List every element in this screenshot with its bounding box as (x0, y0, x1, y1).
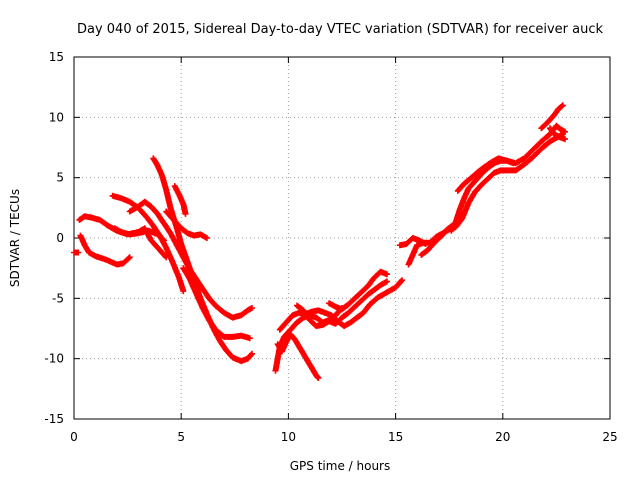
y-tick-label: -10 (44, 352, 64, 366)
axis-ticks: 0 5 10 15 20 25 -15 -10 -5 0 5 10 15 (44, 50, 617, 444)
series-arc-1 (71, 249, 82, 256)
series-arc-10 (180, 265, 253, 342)
series-arc-9 (163, 208, 210, 241)
y-tick-label: -15 (44, 412, 64, 426)
series-arc-15 (326, 268, 390, 313)
x-tick-label: 25 (602, 430, 617, 444)
x-tick-label: 0 (70, 430, 78, 444)
plot-frame (73, 56, 611, 420)
series-markers (294, 278, 390, 330)
series-markers (538, 102, 566, 132)
y-tick-label: 15 (49, 50, 64, 64)
y-axis-label: SDTVAR / TECUs (8, 189, 22, 287)
series-arc-20 (454, 122, 568, 194)
series-arc-3 (77, 232, 133, 268)
y-tick-label: 10 (49, 110, 64, 124)
grid-lines (74, 57, 610, 419)
y-tick-label: 5 (56, 171, 64, 185)
series-markers (77, 232, 133, 268)
x-tick-label: 10 (281, 430, 296, 444)
x-tick-label: 20 (495, 430, 510, 444)
series-arc-8 (171, 183, 189, 217)
data-series (71, 102, 568, 381)
x-tick-label: 15 (388, 430, 403, 444)
series-arc-21 (538, 102, 566, 132)
series-arc-14 (294, 278, 390, 330)
series-markers (71, 249, 82, 256)
series-arc-22 (547, 125, 568, 143)
x-tick-label: 5 (177, 430, 185, 444)
x-axis-label: GPS time / hours (290, 459, 391, 473)
chart-title: Day 040 of 2015, Sidereal Day-to-day VTE… (77, 22, 603, 37)
y-tick-label: -5 (52, 291, 64, 305)
series-arc-12 (274, 331, 322, 381)
y-tick-label: 0 (56, 231, 64, 245)
